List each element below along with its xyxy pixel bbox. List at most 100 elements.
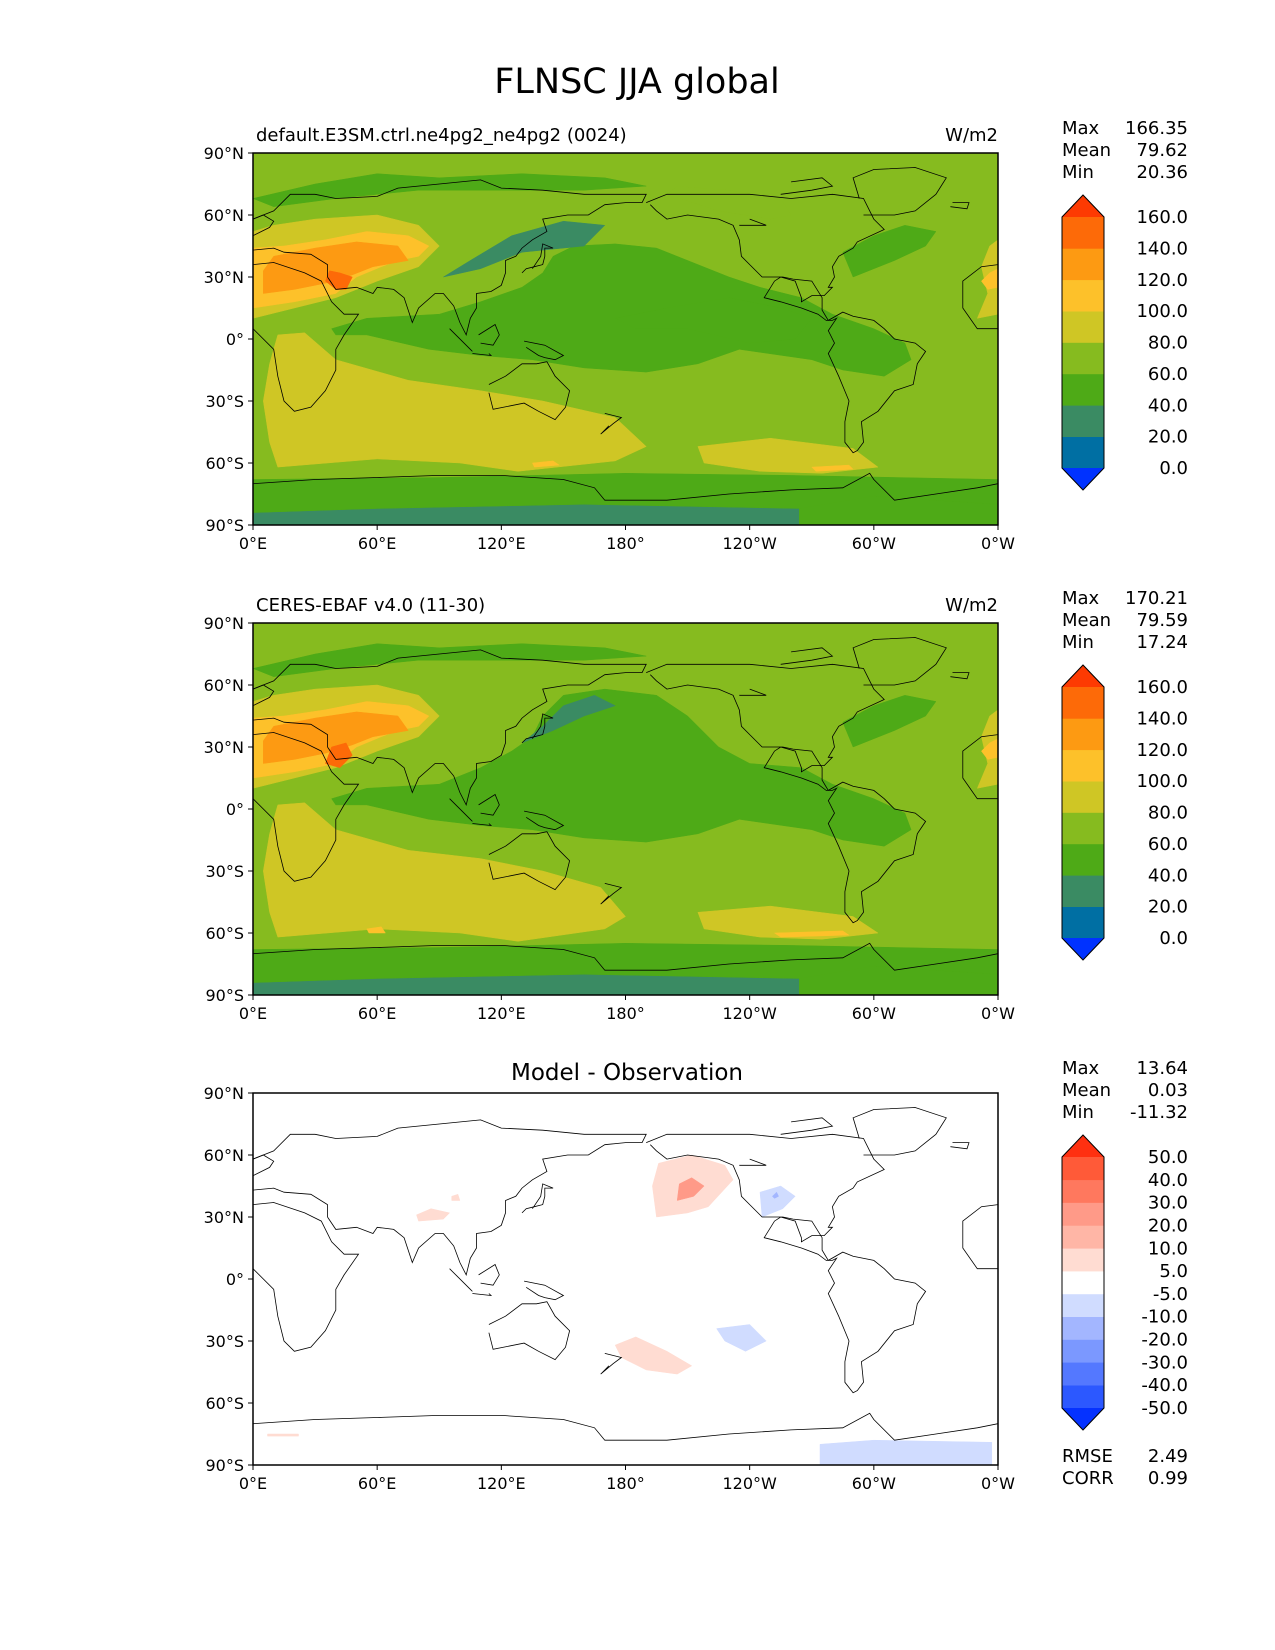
panel-reference: CERES-EBAF v4.0 (11-30) W/m2 0°E 60°E 120°… (204, 588, 1188, 1023)
colorbar-label: 0.0 (1159, 928, 1188, 949)
colorbar-segment (1062, 279, 1104, 312)
y-tick-label: 90°S (205, 1456, 244, 1475)
contour-region-2 (759, 1185, 796, 1218)
coastline-13 (852, 167, 947, 216)
y-tick-label: 60°S (205, 1394, 244, 1413)
x-tick-label: 120°E (477, 1474, 526, 1493)
colorbar-label: -10.0 (1141, 1307, 1188, 1328)
figure-title: FLNSC JJA global (494, 62, 779, 102)
y-tick-label: 0° (226, 800, 244, 819)
svg-text:Max: Max (1062, 118, 1100, 139)
x-tick-label: 120°E (477, 534, 526, 553)
panel-units: W/m2 (945, 595, 998, 616)
coastline-11 (524, 1280, 565, 1301)
svg-text:Max: Max (1062, 1058, 1100, 1079)
contour-region-12 (263, 711, 409, 764)
y-tick-label: 60°S (205, 454, 244, 473)
y-tick-label: 60°N (204, 1146, 244, 1165)
axis-ticks: 0°E 60°E 120°E 180° 120°W 60°W 0°W 90°N 60°N 30°N… (204, 614, 1016, 1023)
coastline-4 (253, 247, 328, 277)
panel-difference: Model - Observation 0°E 60°E 120°E 180° 120°… (204, 1058, 1188, 1493)
coastline-16 (950, 202, 970, 210)
stat-max: 166.35 (1125, 118, 1188, 139)
contour-region-6 (811, 464, 854, 472)
colorbar-outline (1061, 194, 1105, 491)
y-tick-label: 30°N (204, 738, 244, 757)
colorbar-segment (1062, 1202, 1104, 1226)
contour-region-6 (773, 930, 850, 938)
coastline-9 (472, 1293, 493, 1297)
coastline-1 (962, 264, 998, 330)
colorbar-segment (1062, 436, 1104, 469)
contour-region-9 (772, 1191, 779, 1199)
colorbar-segment (1062, 342, 1104, 375)
y-tick-label: 60°S (205, 924, 244, 943)
coastline-3 (253, 684, 275, 707)
colorbar-segment (1062, 749, 1104, 782)
contour-region-13 (263, 241, 409, 294)
colorbar-segment (1062, 875, 1104, 907)
coastlines (253, 637, 998, 995)
colorbar-label: 50.0 (1148, 1147, 1188, 1168)
coastline-8 (449, 328, 473, 352)
metric-corr: 0.99 (1148, 1468, 1188, 1489)
panel-units: W/m2 (945, 125, 998, 146)
colorbar-segment (1062, 718, 1104, 751)
colorbar-label: 40.0 (1148, 395, 1188, 416)
svg-text:Mean: Mean (1062, 1080, 1111, 1101)
colorbar-label: 100.0 (1136, 301, 1188, 322)
stat-max: 170.21 (1125, 588, 1188, 609)
colorbar-extend-min (1062, 938, 1104, 960)
colorbar-segment (1062, 1225, 1104, 1249)
colorbar-label: 20.0 (1148, 897, 1188, 918)
metric-rmse: 2.49 (1148, 1446, 1188, 1467)
y-tick-label: 60°N (204, 206, 244, 225)
x-tick-label: 180° (606, 534, 645, 553)
colorbar-outline (1061, 664, 1105, 961)
contour-region-15 (981, 738, 998, 760)
stat-mean: 79.62 (1136, 140, 1188, 161)
contour-region-6 (451, 1193, 461, 1201)
coastline-8 (449, 1268, 473, 1292)
stat-min: -11.32 (1130, 1102, 1188, 1123)
svg-text:CORR: CORR (1062, 1468, 1114, 1489)
stats-box: Max 170.21 Mean 79.59 Min 17.24 (1062, 588, 1188, 653)
colorbar-segment (1062, 812, 1104, 845)
colorbar-label: 10.0 (1148, 1238, 1188, 1259)
coastline-15 (739, 1158, 767, 1166)
coastline-10 (478, 323, 500, 346)
x-tick-label: 60°W (852, 534, 896, 553)
coastline-12 (646, 663, 927, 924)
colorbar-label: 160.0 (1136, 207, 1188, 228)
contour-region-16 (981, 268, 998, 290)
coastline-6 (600, 883, 623, 905)
coastline-9 (472, 353, 493, 357)
contour-region-16 (842, 695, 937, 748)
colorbar-segment (1062, 1339, 1104, 1363)
coastline-2 (253, 179, 647, 337)
colorbar-label: 140.0 (1136, 708, 1188, 729)
colorbar-segment (1062, 1179, 1104, 1203)
colorbar-segment (1062, 1362, 1104, 1386)
svg-text:Min: Min (1062, 162, 1094, 183)
colorbar-label: -50.0 (1141, 1398, 1188, 1419)
coastline-14 (780, 647, 834, 665)
colorbar-segment (1062, 843, 1104, 876)
coastline-10 (478, 793, 500, 816)
colorbar-label: 0.0 (1159, 458, 1188, 479)
colorbar-label: 20.0 (1148, 1216, 1188, 1237)
contour-region-9 (443, 220, 606, 278)
coastline-16 (950, 672, 970, 680)
x-tick-label: 120°W (722, 1474, 777, 1493)
colorbar: 0.0 20.0 40.0 60.0 80.0 100.0 120.0 140.0 160.0 (1061, 664, 1188, 961)
panel-subtitle: default.E3SM.ctrl.ne4pg2_ne4pg2 (0024) (256, 125, 627, 146)
coastline-13 (852, 1107, 947, 1156)
x-tick-label: 0°W (981, 1004, 1015, 1023)
coastline-1 (962, 1204, 998, 1270)
contour-region-7 (267, 1433, 299, 1437)
x-tick-label: 180° (606, 1004, 645, 1023)
contour-region-3 (253, 943, 998, 983)
x-tick-label: 0°E (239, 534, 267, 553)
colorbar-segment (1062, 1157, 1104, 1181)
